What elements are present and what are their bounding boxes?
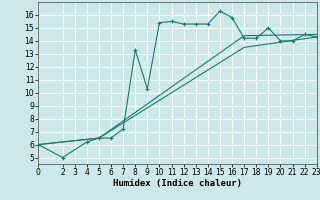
- X-axis label: Humidex (Indice chaleur): Humidex (Indice chaleur): [113, 179, 242, 188]
